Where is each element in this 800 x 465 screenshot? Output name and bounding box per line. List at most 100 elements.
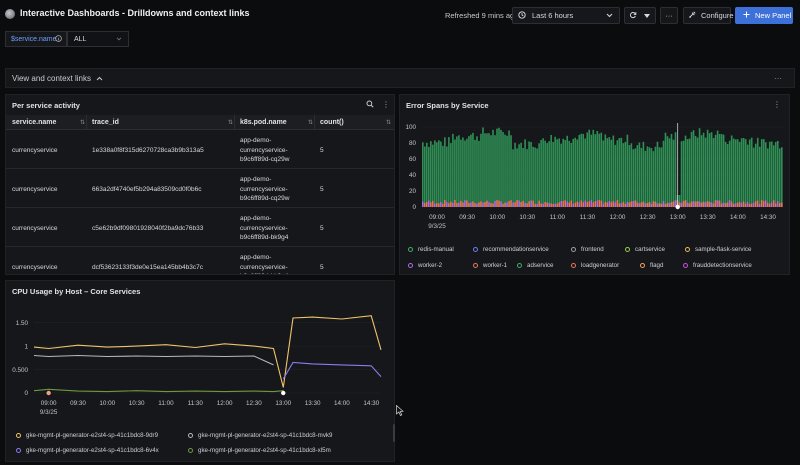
bar [444, 137, 446, 207]
bar-segment [734, 203, 737, 207]
error-spans-chart[interactable]: 100 80 60 40 20 0 09:00 09:30 10:00 10:30 11:00 11:… [400, 95, 791, 276]
legend-scrollbar[interactable] [393, 424, 395, 442]
bar [470, 134, 472, 207]
bar [658, 147, 661, 207]
y-tick-label: 0.500 [12, 367, 28, 374]
bar [512, 149, 514, 207]
info-icon[interactable] [55, 34, 62, 44]
bar-segment [480, 201, 482, 207]
sort-icon[interactable]: ⇅ [308, 120, 314, 126]
new-panel-button[interactable]: New Panel [735, 7, 793, 24]
bar-segment [660, 203, 663, 207]
bar-segment [766, 202, 769, 207]
bar-segment [574, 202, 577, 207]
column-header-pod-name[interactable]: k8s.pod.name [240, 119, 287, 126]
cell-pod-line: currencyservice- [240, 224, 288, 232]
sort-icon[interactable]: ⇅ [386, 120, 392, 126]
search-icon[interactable] [366, 100, 374, 110]
cell-trace-id[interactable]: dcf53623133f3de0e15ea145bb4b3c7c [92, 264, 203, 271]
legend-item-frontend[interactable]: frontend [571, 246, 604, 253]
column-divider[interactable] [234, 115, 235, 130]
bar [558, 138, 560, 207]
legend-item-gke-mgmt-pl-generator-e2st4-sp-41c1bdc8-mvk9[interactable]: gke-mgmt-pl-generator-e2st4-sp-41c1bdc8-… [188, 432, 332, 439]
cell-trace-id[interactable]: 1e338a0f8f315d6270728ca3b9b313a5 [92, 147, 204, 154]
bar-segment [610, 202, 613, 207]
hover-point [281, 390, 286, 396]
column-divider[interactable] [86, 115, 87, 130]
legend-item-worker-1[interactable]: worker-1 [473, 262, 507, 269]
sort-icon[interactable]: ⇅ [228, 120, 234, 126]
refresh-button[interactable] [624, 7, 656, 24]
bar [580, 133, 583, 207]
bar [480, 133, 482, 207]
bar [468, 136, 470, 207]
bar-segment [712, 203, 715, 207]
legend-item-sample-flask-service[interactable]: sample-flask-service [685, 246, 751, 253]
legend-item-cartservice[interactable]: cartservice [625, 246, 665, 253]
legend-item-redis-manual[interactable]: redis-manual [408, 246, 454, 253]
legend-item-gke-mgmt-pl-generator-e2st4-sp-41c1bdc8-9dr9[interactable]: gke-mgmt-pl-generator-e2st4-sp-41c1bdc8-… [16, 432, 158, 439]
bar-segment [618, 203, 621, 207]
column-header-service-name[interactable]: service.name [12, 119, 57, 126]
cell-trace-id[interactable]: c5e62b9df09801928040f2ba9dc76b33 [92, 225, 204, 232]
caret-down-icon[interactable] [644, 11, 650, 20]
bar [514, 142, 516, 207]
cpu-usage-chart[interactable]: 1.50 1 0.500 0 09:00 09:30 10:00 10:30 11:00 11:3… [6, 281, 396, 463]
table-row[interactable]: currencyservice 1e338a0f8f315d6270728ca3… [6, 131, 394, 169]
bar-segment [674, 200, 677, 207]
row-header[interactable]: View and context links ··· [5, 68, 795, 88]
bar-segment [498, 200, 500, 207]
bar [714, 134, 717, 207]
bar-segment [658, 203, 661, 207]
sort-icon[interactable]: ⇅ [80, 120, 86, 126]
column-header-count[interactable]: count() [320, 119, 344, 126]
panel-menu-icon[interactable]: ⋮ [773, 100, 781, 109]
time-range-picker[interactable]: Last 6 hours [512, 7, 620, 24]
bar [756, 137, 759, 207]
bar [464, 140, 466, 207]
bar-segment [486, 200, 488, 207]
x-tick-label: 10:00 [489, 214, 505, 221]
table-row[interactable]: currencyservice 663a2df4740ef5b294a83509… [6, 170, 394, 208]
table-header: service.name ⇅ trace_id ⇅ k8s.pod.name ⇅… [6, 115, 394, 130]
legend-marker-icon [16, 448, 21, 453]
bar-segment [662, 201, 665, 207]
app-logo-icon[interactable] [5, 9, 15, 19]
bar-segment [586, 202, 589, 207]
legend-label: worker-2 [418, 262, 443, 269]
bar [576, 139, 579, 207]
row-menu-icon[interactable]: ··· [774, 73, 782, 83]
panel-menu-icon[interactable]: ⋮ [382, 100, 390, 109]
cell-pod-line: app-demo- [240, 137, 272, 144]
bar-segment [764, 200, 767, 207]
legend-item-flagd[interactable]: flagd [640, 262, 663, 269]
column-divider[interactable] [314, 115, 315, 130]
legend-item-adservice[interactable]: adservice [517, 262, 553, 269]
bar [504, 134, 506, 207]
legend-item-gke-mgmt-pl-generator-e2st4-sp-41c1bdc8-xl5m[interactable]: gke-mgmt-pl-generator-e2st4-sp-41c1bdc8-… [188, 447, 331, 454]
hover-point [46, 390, 51, 396]
bar-segment [530, 200, 532, 207]
legend-item-loadgenerator[interactable]: loadgenerator [571, 262, 619, 269]
cell-trace-id[interactable]: 663a2df4740ef5b294a83509cd0f0b6c [92, 186, 202, 193]
bar-segment [464, 200, 466, 207]
more-options-button[interactable]: ··· [660, 7, 678, 24]
legend-item-worker-2[interactable]: worker-2 [408, 262, 442, 269]
bar-segment [564, 200, 566, 207]
variable-select[interactable]: ALL [67, 31, 129, 47]
table-row[interactable]: currencyservice c5e62b9df09801928040f2ba… [6, 209, 394, 247]
legend-item-recommendationservice[interactable]: recommendationservice [473, 246, 549, 253]
hover-point [675, 204, 680, 210]
bar-segment [542, 203, 544, 207]
dashboard-title: Interactive Dashboards - Drilldowns and … [20, 8, 250, 18]
bar [720, 134, 723, 207]
bar [454, 139, 456, 207]
legend-item-gke-mgmt-pl-generator-e2st4-sp-41c1bdc8-6v4x[interactable]: gke-mgmt-pl-generator-e2st4-sp-41c1bdc8-… [16, 447, 159, 454]
column-header-trace-id[interactable]: trace_id [92, 119, 119, 126]
table-row[interactable]: currencyservice dcf53623133f3de0e15ea145… [6, 248, 394, 274]
bar [614, 144, 617, 207]
legend-item-frauddetectionservice[interactable]: frauddetectionservice [683, 262, 752, 269]
bar [634, 148, 637, 207]
bar [484, 133, 486, 207]
configure-button[interactable]: Configure [683, 7, 734, 24]
